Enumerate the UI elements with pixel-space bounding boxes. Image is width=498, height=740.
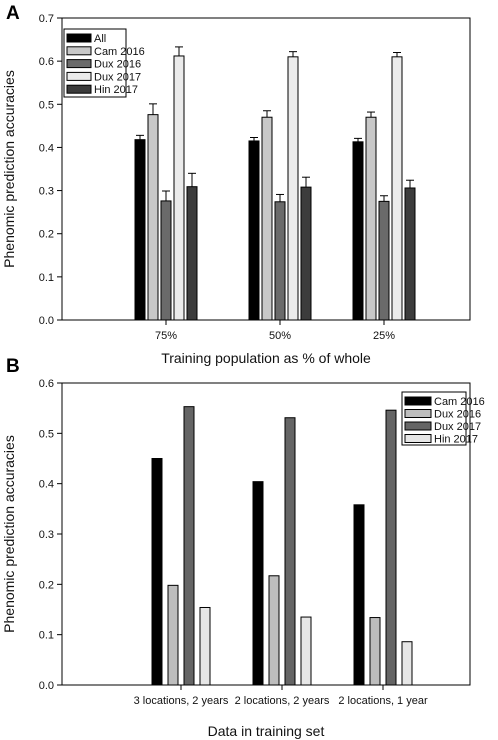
legend-swatch-dux-2016 (404, 409, 432, 418)
bar-dux-2016-2 (378, 200, 390, 321)
bar-cam-2016-2 (353, 504, 365, 686)
y-tick-label: 0.1 (39, 630, 54, 642)
x-tick-label: 2 locations, 1 year (338, 695, 428, 707)
bar-dux-2016-0 (167, 584, 179, 686)
x-tick-label: 25% (373, 330, 395, 342)
bar-hin-2017-0 (199, 606, 211, 686)
y-axis-label: Phenomic prediction accuracies (1, 70, 17, 268)
bar-dux-2016-2 (369, 617, 381, 686)
bar-hin-2017-0 (186, 186, 198, 321)
legend-swatch-dux-2017 (404, 421, 432, 431)
y-tick-label: 0.3 (39, 529, 54, 541)
legend-label: Dux 2016 (434, 409, 481, 421)
bar-hin-2017-1 (300, 186, 312, 321)
bar-all-2 (352, 141, 364, 321)
x-tick-label: 3 locations, 2 years (134, 695, 229, 707)
bar-hin-2017-1 (300, 616, 312, 686)
legend-swatch-dux-2016 (66, 59, 92, 69)
x-axis-label: Training population as % of whole (161, 350, 371, 366)
bar-hin-2017-2 (404, 187, 416, 321)
x-tick-label: 2 locations, 2 years (235, 695, 330, 707)
legend-swatch-all (66, 33, 92, 43)
legend-label: Cam 2016 (94, 46, 145, 58)
bar-hin-2017-2 (401, 641, 413, 686)
bar-cam-2016-0 (147, 114, 159, 321)
legend-label: Dux 2017 (94, 71, 141, 83)
bar-cam-2016-2 (365, 116, 377, 321)
y-tick-label: 0.6 (39, 56, 54, 68)
y-tick-label: 0.3 (39, 186, 54, 198)
bar-dux-2017-0 (173, 55, 185, 321)
x-tick-label: 50% (269, 330, 291, 342)
bar-cam-2016-0 (151, 458, 163, 686)
panel-label: B (6, 356, 20, 377)
bar-cam-2016-1 (261, 116, 273, 321)
legend-swatch-dux-2017 (66, 71, 92, 81)
legend-swatch-cam-2016 (66, 46, 92, 56)
y-tick-label: 0.5 (39, 428, 54, 440)
bar-dux-2017-1 (284, 417, 296, 686)
bar-dux-2016-1 (268, 575, 280, 686)
bar-dux-2017-1 (287, 56, 299, 321)
bar-dux-2016-0 (160, 200, 172, 321)
y-axis-label: Phenomic prediction accuracies (1, 435, 17, 633)
legend-label: Dux 2016 (94, 59, 141, 71)
y-tick-label: 0.7 (39, 13, 54, 25)
y-tick-label: 0.4 (39, 479, 54, 491)
legend-swatch-hin-2017 (66, 84, 92, 94)
legend-swatch-hin-2017 (404, 434, 432, 443)
bar-cam-2016-1 (252, 481, 264, 686)
legend-swatch-cam-2016 (404, 396, 432, 406)
bar-dux-2017-2 (391, 56, 403, 321)
bar-dux-2017-0 (183, 406, 195, 686)
y-tick-label: 0.0 (39, 315, 54, 327)
y-tick-label: 0.0 (39, 680, 54, 692)
legend-label: Hin 2017 (94, 84, 138, 96)
chart-panel-b: 0.0 0.1 0.2 0.3 0.4 0.5 0.6 3 locations, 2 year… (1, 356, 485, 739)
y-tick-label: 0.1 (39, 272, 54, 284)
y-tick-label: 0.5 (39, 99, 54, 111)
y-tick-label: 0.4 (39, 142, 54, 154)
bar-all-0 (134, 139, 146, 321)
bar-all-1 (248, 140, 260, 321)
legend-label: Dux 2017 (434, 421, 481, 433)
y-tick-label: 0.2 (39, 579, 54, 591)
y-tick-label: 0.6 (39, 378, 54, 390)
x-axis-label: Data in training set (208, 723, 325, 739)
legend-label: All (94, 33, 106, 45)
y-tick-label: 0.2 (39, 229, 54, 241)
panel-label: A (6, 3, 20, 24)
x-tick-label: 75% (155, 330, 177, 342)
legend-label: Hin 2017 (434, 434, 478, 446)
bar-dux-2017-2 (385, 409, 397, 686)
bar-dux-2016-1 (274, 201, 286, 321)
chart-panel-a: 0.0 0.1 0.2 0.3 0.4 0.5 0.6 0.7 75% 50% 25%Trainin… (1, 3, 471, 366)
legend-label: Cam 2016 (434, 396, 485, 408)
